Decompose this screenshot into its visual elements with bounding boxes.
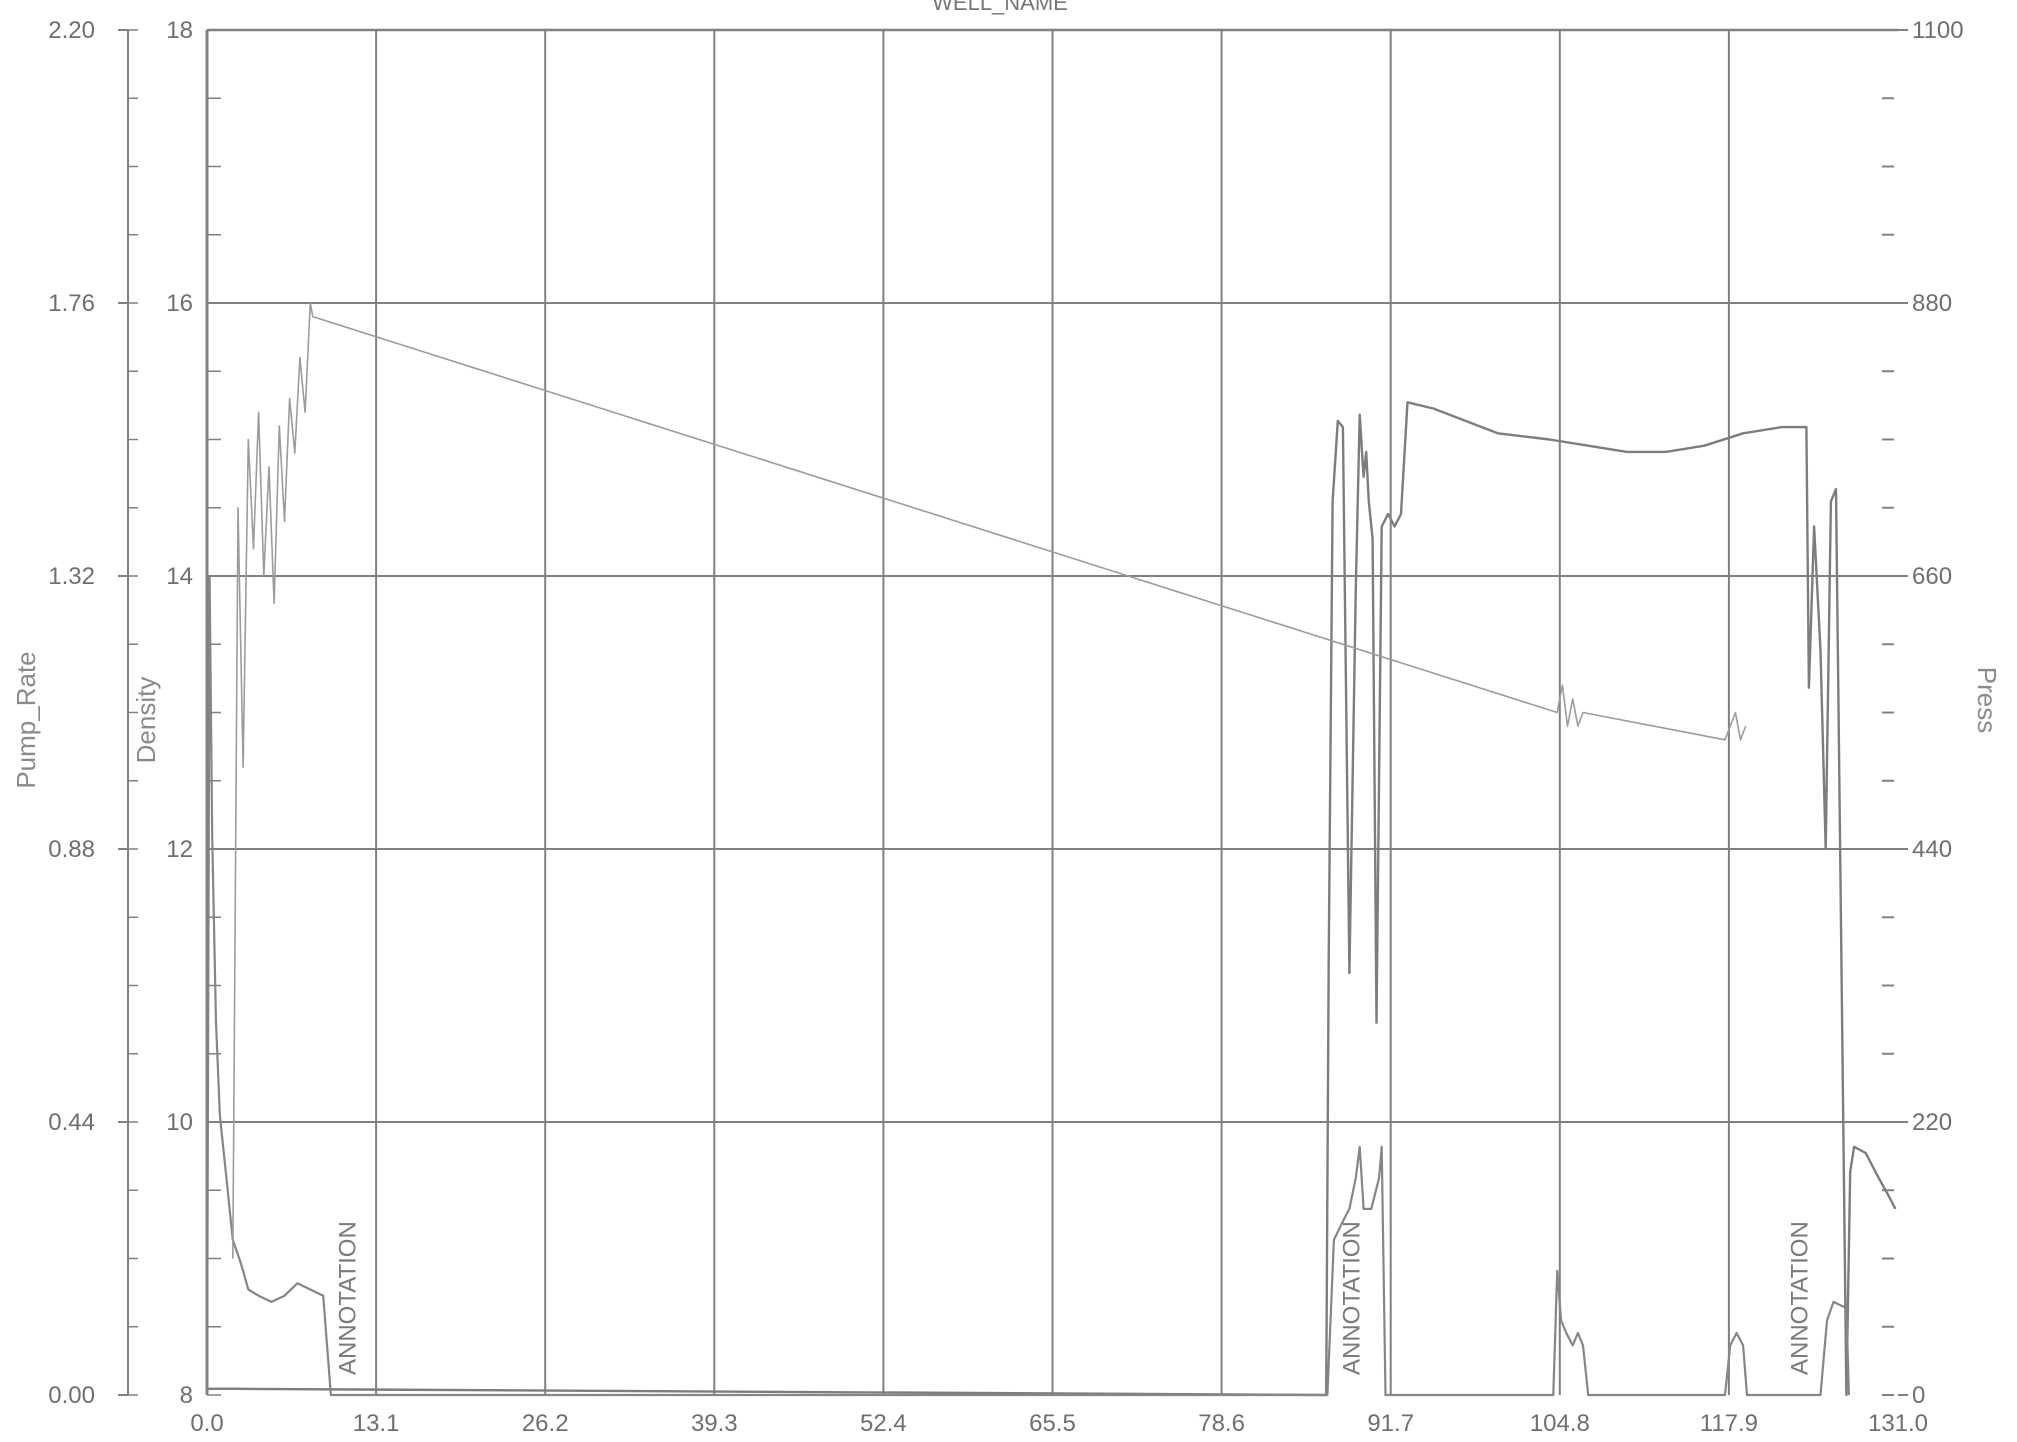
pump-rate-tick-label: 0.00	[48, 1382, 95, 1409]
series-density-line	[232, 302, 1747, 1259]
density-tick-label: 8	[180, 1382, 193, 1409]
x-tick-label: 91.7	[1367, 1410, 1414, 1437]
press-tick-label: 220	[1912, 1109, 1952, 1136]
axes	[118, 28, 1908, 1396]
x-tick-label: 52.4	[860, 1410, 907, 1437]
density-tick-label: 10	[166, 1109, 193, 1136]
density-axis-title: Density	[131, 677, 161, 764]
press-tick-label: 0	[1912, 1382, 1925, 1409]
pump-rate-tick-label: 0.44	[48, 1109, 95, 1136]
density-tick-label: 16	[166, 290, 193, 317]
annotation-label: ANNOTATION	[1339, 1221, 1366, 1375]
x-tick-label: 131.0	[1868, 1410, 1928, 1437]
pump-rate-axis-title: Pump_Rate	[11, 651, 41, 788]
x-tick-label: 13.1	[353, 1410, 400, 1437]
x-tick-label: 0.0	[190, 1410, 223, 1437]
press-tick-label: 440	[1912, 836, 1952, 863]
pump-rate-tick-label: 2.20	[48, 17, 95, 44]
x-tick-label: 117.9	[1700, 1410, 1758, 1437]
chart-title: WELL_NAME	[932, 0, 1068, 15]
density-tick-label: 14	[166, 563, 193, 590]
x-tick-label: 65.5	[1029, 1410, 1076, 1437]
x-tick-label: 26.2	[522, 1410, 569, 1437]
annotation-label: ANNOTATION	[334, 1221, 361, 1375]
press-tick-label: 1100	[1912, 17, 1964, 44]
x-tick-label: 78.6	[1198, 1410, 1245, 1437]
annotation-label: ANNOTATION	[1787, 1221, 1814, 1375]
series-pump_rate-line	[205, 574, 1850, 1397]
press-axis-title: Press	[1972, 667, 2002, 733]
x-tick-label: 39.3	[691, 1410, 738, 1437]
density-tick-label: 12	[166, 836, 193, 863]
series-layer	[205, 302, 1897, 1397]
x-tick-label: 104.8	[1530, 1410, 1590, 1437]
density-tick-label: 18	[166, 17, 193, 44]
pump-rate-tick-label: 1.76	[48, 290, 95, 317]
tick-labels: 0.0 13.1 26.2 39.3 52.4 65.5 78.6 91.7 104.8 117.…	[48, 17, 1963, 1437]
press-tick-label: 660	[1912, 563, 1952, 590]
pump-rate-tick-label: 1.32	[48, 563, 95, 590]
series-press-line	[207, 401, 1897, 1397]
pump-rate-tick-label: 0.88	[48, 836, 95, 863]
press-tick-label: 880	[1912, 290, 1952, 317]
annotations: ANNOTATION ANNOTATION ANNOTATION	[334, 1221, 1813, 1375]
grid	[207, 30, 1898, 1395]
